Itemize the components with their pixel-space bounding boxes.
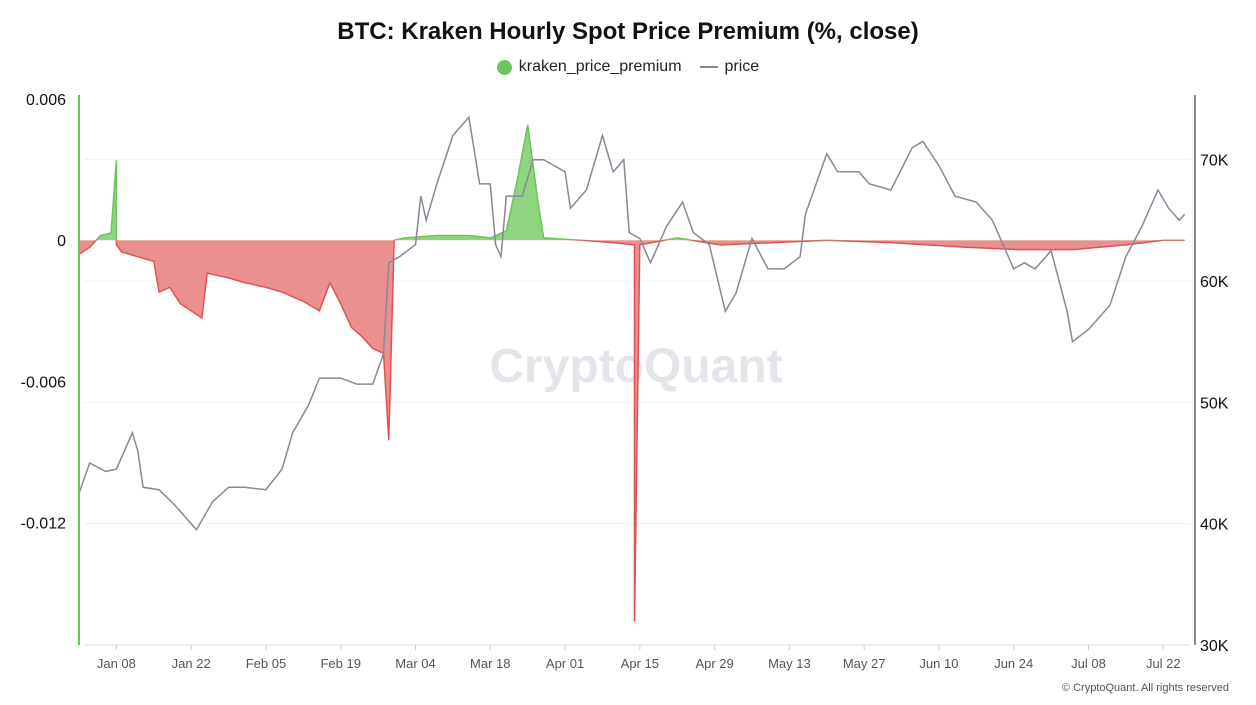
x-tick-label: Mar 04 — [395, 656, 435, 671]
legend-dot-icon — [496, 59, 512, 75]
y-left-tick-label: -0.006 — [21, 374, 66, 391]
y-left-tick-label: -0.012 — [21, 516, 66, 533]
x-tick-label: May 13 — [768, 656, 811, 671]
y-left-tick-label: 0.006 — [26, 92, 66, 109]
price-line — [78, 115, 1186, 531]
premium-negative-area — [79, 240, 1185, 622]
x-tick-label: Jan 22 — [172, 656, 211, 671]
chart-title: BTC: Kraken Hourly Spot Price Premium (%… — [337, 18, 919, 45]
legend-line-icon — [699, 66, 718, 68]
x-tick-label: Feb 05 — [246, 656, 286, 671]
x-tick-label: Mar 18 — [470, 656, 510, 671]
legend-item-price[interactable]: price — [699, 58, 760, 76]
x-tick-label: Apr 15 — [621, 656, 659, 671]
legend-item-premium[interactable]: kraken_price_premium — [496, 58, 682, 76]
y-right-tick-label: 40K — [1200, 517, 1229, 534]
legend-label-price: price — [724, 58, 760, 75]
x-tick-label: Jul 22 — [1146, 656, 1181, 671]
x-tick-label: Feb 19 — [320, 656, 360, 671]
x-tick-label: Apr 01 — [546, 656, 584, 671]
y-left-tick-label: 0 — [57, 233, 66, 250]
legend: kraken_price_premium price — [0, 58, 1256, 76]
y-right-tick-label: 30K — [1200, 638, 1229, 655]
premium-negative-line — [79, 240, 1185, 622]
y-right-tick-label: 60K — [1200, 274, 1229, 291]
x-tick-label: Apr 29 — [695, 656, 733, 671]
copyright-footer: © CryptoQuant. All rights reserved — [1061, 682, 1229, 694]
legend-label-premium: kraken_price_premium — [518, 58, 682, 75]
y-right-tick-label: 50K — [1200, 395, 1229, 412]
x-tick-label: Jun 10 — [919, 656, 958, 671]
x-tick-label: May 27 — [843, 656, 886, 671]
y-right-tick-label: 70K — [1200, 153, 1229, 170]
x-tick-label: Jun 24 — [994, 656, 1033, 671]
x-tick-label: Jul 08 — [1071, 656, 1106, 671]
x-tick-label: Jan 08 — [97, 656, 136, 671]
